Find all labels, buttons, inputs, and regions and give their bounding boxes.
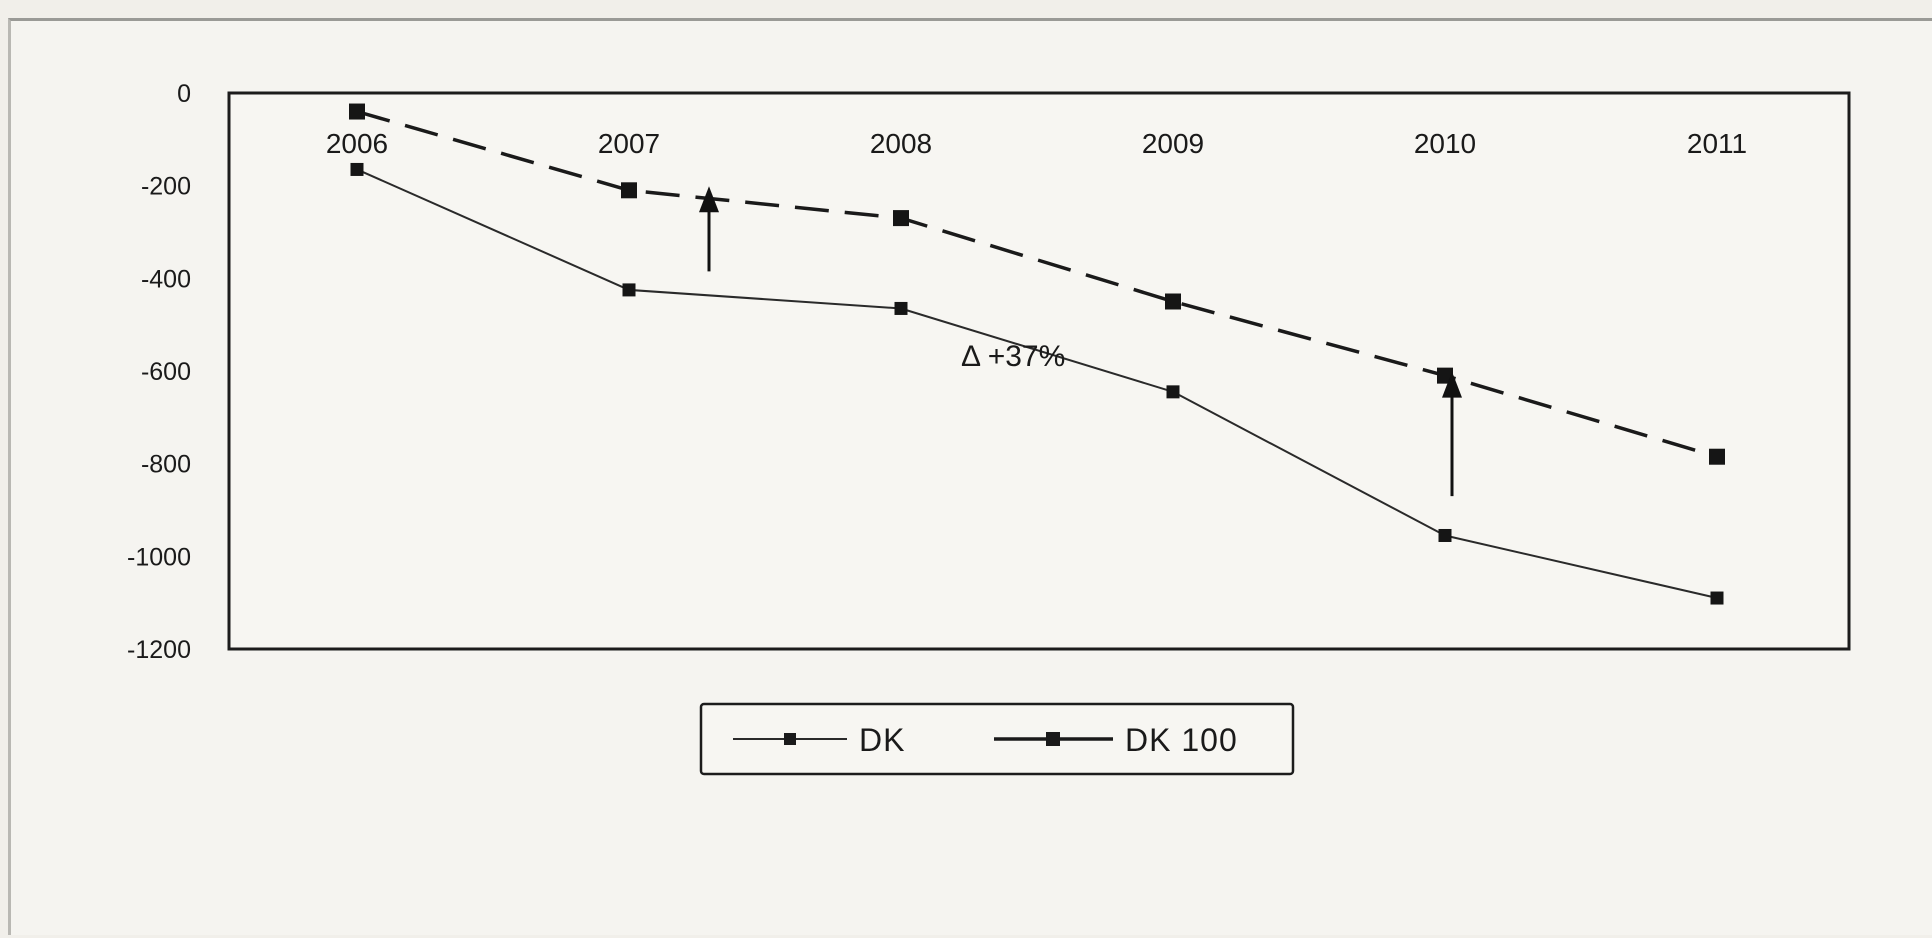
data-point-dk-2007 (622, 283, 636, 297)
legend-marker-dk (784, 733, 796, 745)
x-tick-label: 2008 (870, 128, 932, 159)
x-tick-label: 2006 (326, 128, 388, 159)
y-tick-label: -400 (141, 265, 191, 293)
legend-label-dk: DK (859, 722, 905, 758)
annotation-arrow-head (699, 186, 719, 213)
y-tick-label: -200 (141, 173, 191, 201)
data-point-dk-2010 (1438, 528, 1452, 542)
x-tick-label: 2011 (1687, 128, 1747, 159)
y-tick-label: 0 (177, 80, 191, 108)
line-chart: 0 -200 -400 -600 -800 -1000 -1200 2006 2007 2008… (127, 80, 1851, 776)
plot-area (227, 91, 1851, 651)
y-tick-label: -600 (141, 358, 191, 386)
legend: DK DK 100 (699, 702, 1295, 776)
y-tick-label: -800 (141, 451, 191, 479)
legend-label-dk-100: DK 100 (1125, 722, 1238, 758)
annotation-arrow-head (1442, 371, 1462, 398)
x-tick-label: 2007 (598, 128, 660, 159)
x-tick-label: 2009 (1142, 128, 1204, 159)
data-point-dk-100-2011 (1709, 448, 1725, 465)
data-point-dk-100-2007 (621, 182, 637, 199)
data-point-dk-2009 (1166, 385, 1180, 399)
legend-marker-dk-100 (1046, 732, 1060, 746)
y-tick-label: -1200 (127, 636, 191, 664)
series-line-dk (356, 168, 1718, 599)
data-point-dk-100-2009 (1165, 293, 1181, 310)
x-tick-label: 2010 (1414, 128, 1476, 159)
data-point-dk-2006 (350, 162, 364, 176)
data-point-dk-2008 (894, 301, 908, 315)
data-point-dk-2011 (1710, 591, 1724, 605)
annotation-delta-label: Δ +37% (961, 340, 1065, 373)
chart-frame: 0 -200 -400 -600 -800 -1000 -1200 2006 2007 2008… (8, 18, 1932, 935)
data-point-dk-100-2006 (349, 103, 365, 120)
data-point-dk-100-2008 (893, 210, 909, 227)
series-line-dk-100 (356, 109, 1718, 459)
y-tick-label: -1000 (127, 543, 191, 571)
